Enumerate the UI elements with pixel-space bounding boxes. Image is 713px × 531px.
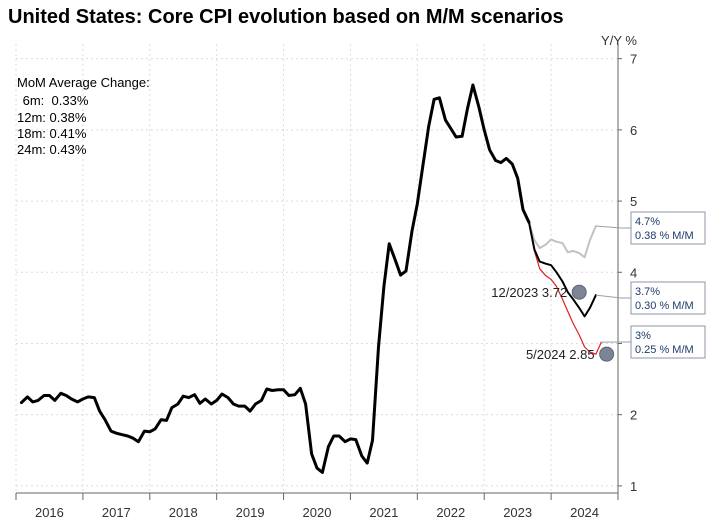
callout-box [630, 211, 706, 245]
series-lines [19, 83, 602, 474]
callout-connectors [595, 225, 631, 343]
y-tick-label: 1 [630, 479, 637, 494]
marker-label: 12/2023 3.72 [491, 285, 567, 300]
callout-mom: 0.25 % M/M [635, 344, 694, 356]
chart-title: United States: Core CPI evolution based … [8, 6, 564, 28]
callout-mom: 0.38 % M/M [635, 230, 694, 242]
x-tick-label: 2017 [102, 505, 131, 520]
y-tick-label: 6 [630, 123, 637, 138]
y-tick-label: 5 [630, 194, 637, 209]
scenario-marker [599, 346, 615, 362]
x-tick-label: 2016 [35, 505, 64, 520]
info-heading: MoM Average Change: [17, 75, 150, 90]
x-tick-label: 2021 [369, 505, 398, 520]
x-tick-label: 2023 [503, 505, 532, 520]
callout-connector [595, 294, 631, 299]
callout-connector [595, 225, 631, 229]
scenario-marker [571, 284, 587, 300]
series-line-actual [19, 83, 531, 474]
info-line-12m: 12m: 0.38% [17, 110, 87, 125]
callout-mom: 0.30 % M/M [635, 300, 694, 312]
x-tick-label: 2018 [169, 505, 198, 520]
axes: Y/Y % [16, 33, 637, 494]
series-line-scenario-0.38 [528, 221, 597, 259]
x-tick-label: 2022 [436, 505, 465, 520]
callout-value: 3% [635, 330, 651, 342]
y-tick-label: 2 [630, 408, 637, 423]
scenario-markers: 12/2023 3.72 5/2024 2.85 [491, 284, 615, 362]
x-tick-label: 2019 [236, 505, 265, 520]
gridlines: 1234567201620172018201920202021202220232… [15, 44, 637, 520]
y-tick-label: 4 [630, 265, 637, 280]
y-tick-label: 7 [630, 52, 637, 67]
info-line-18m: 18m: 0.41% [17, 126, 87, 141]
x-tick-label: 2024 [570, 505, 599, 520]
series-line-scenario-0.30 [528, 221, 597, 318]
scenario-callouts: 4.7% 0.38 % M/M 3.7% 0.30 % M/M 3% 0.25 % M/M [630, 211, 706, 359]
info-line-6m: 6m: 0.33% [19, 93, 89, 108]
callout-box [630, 325, 706, 359]
marker-label: 5/2024 2.85 [526, 347, 595, 362]
callout-value: 3.7% [635, 286, 660, 298]
callout-box [630, 281, 706, 315]
callout-value: 4.7% [635, 216, 660, 228]
info-line-24m: 24m: 0.43% [17, 142, 87, 157]
series-line-scenario-0.25 [528, 221, 602, 355]
y-axis-label: Y/Y % [601, 33, 637, 48]
x-tick-label: 2020 [303, 505, 332, 520]
